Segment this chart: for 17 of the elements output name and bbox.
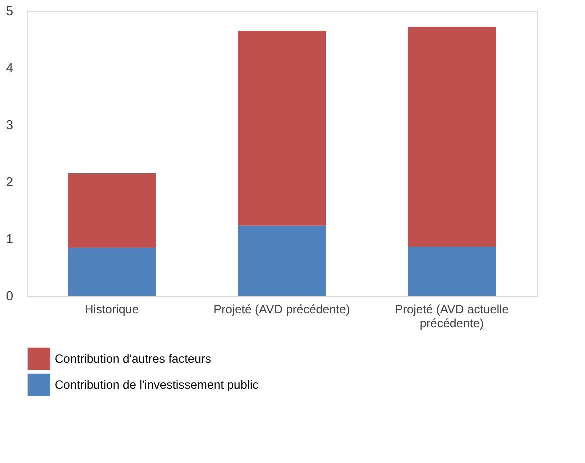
x-tick-label: Historique	[84, 302, 140, 316]
y-tick-label: 2	[6, 174, 14, 190]
y-tick-label: 3	[6, 118, 14, 132]
bar	[238, 30, 326, 226]
bar	[68, 248, 156, 296]
legend-label: Contribution d'autres facteurs	[55, 352, 212, 366]
legend-label: Contribution de l'investissement public	[55, 378, 259, 392]
bar	[68, 173, 156, 248]
y-tick-label: 0	[6, 288, 14, 304]
y-tick-label: 5	[6, 4, 14, 18]
bar	[408, 26, 496, 247]
bar	[408, 246, 496, 296]
y-tick-label: 4	[6, 60, 14, 76]
bar	[238, 226, 326, 296]
y-tick-label: 1	[6, 232, 14, 246]
x-tick-label: Projeté (AVD précédente)	[214, 302, 350, 316]
x-tick-label: Projeté (AVD actuelle précédente)	[395, 302, 510, 330]
